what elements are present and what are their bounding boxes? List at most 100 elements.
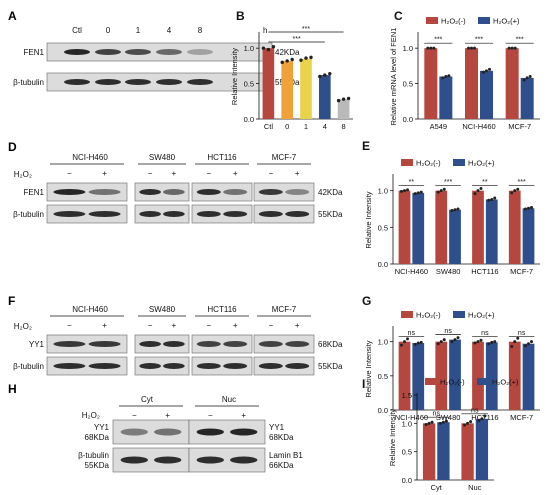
blot-f-sign: − xyxy=(206,321,211,330)
blot-d-sign: − xyxy=(268,169,273,178)
blot-d-band xyxy=(88,211,121,217)
chart-g-point xyxy=(436,342,440,346)
chart-c-legend-label: H₂O₂(-) xyxy=(441,17,466,26)
blot-f-cell-label: NCI-H460 xyxy=(72,305,108,314)
chart-g-point xyxy=(516,336,520,340)
chart-i-bar xyxy=(461,423,474,480)
chart-i-point xyxy=(427,421,431,425)
chart-c-bar xyxy=(520,77,534,119)
chart-c-bar xyxy=(464,48,478,119)
blot-h-sign: − xyxy=(208,411,213,420)
blot-f-band xyxy=(196,341,221,347)
chart-c-sig-label: *** xyxy=(475,37,483,44)
blot-f-row-label: YY1 xyxy=(29,340,45,349)
blot-d-cell-label: SW480 xyxy=(149,153,176,162)
chart-g-point xyxy=(453,338,457,342)
chart-i-point xyxy=(441,420,445,424)
chart-e-x-tick-label: NCI-H460 xyxy=(395,267,428,276)
chart-c-point xyxy=(513,46,517,50)
blot-d-sign: + xyxy=(233,169,238,178)
chart-e-sig-label: *** xyxy=(444,179,452,186)
blot-a-unit-label: h xyxy=(263,26,267,35)
panel-letter-d: D xyxy=(8,140,17,154)
chart-e-point xyxy=(476,189,480,193)
chart-i-point xyxy=(424,422,428,426)
chart-b-bar xyxy=(281,60,294,119)
chart-i-point xyxy=(438,421,442,425)
chart-g-point xyxy=(442,338,446,342)
blot-f-band xyxy=(88,363,121,369)
blot-d-band xyxy=(223,189,248,195)
chart-b-point xyxy=(290,57,294,62)
blot-f-band xyxy=(223,363,248,369)
chart-i-point xyxy=(430,420,434,424)
blot-a-band xyxy=(95,49,121,55)
chart-b-point xyxy=(346,96,351,101)
chart-e-point xyxy=(405,188,409,192)
chart-b-sig-label: *** xyxy=(293,36,301,43)
chart-c-point xyxy=(447,74,451,78)
chart-g-point xyxy=(527,342,531,346)
blot-d-band xyxy=(258,211,283,217)
blot-f-row-0 xyxy=(134,334,190,354)
chart-b-point xyxy=(304,56,308,60)
blot-d-row-0 xyxy=(191,182,253,202)
blot-d-band xyxy=(196,211,221,217)
chart-g-point xyxy=(473,341,477,345)
chart-e-bar xyxy=(522,208,535,264)
blot-d-band xyxy=(139,211,161,217)
chart-g-sig-label: ns xyxy=(408,330,416,337)
blot-a-band xyxy=(64,49,90,55)
chart-g-point xyxy=(405,337,409,341)
blot-f-size-label: 55KDa xyxy=(318,362,343,371)
chart-e-point xyxy=(510,191,514,195)
blot-h-size-label: 68KDa xyxy=(85,433,110,442)
blot-f-sign: + xyxy=(233,321,238,330)
chart-e-point xyxy=(399,189,403,193)
blot-d-band xyxy=(258,189,283,195)
blot-f-cell-label: HCT116 xyxy=(207,305,237,314)
chart-g-point xyxy=(530,340,534,344)
chart-i-point xyxy=(466,421,470,425)
chart-c-point xyxy=(469,46,473,50)
chart-e-point xyxy=(416,191,420,195)
chart-e-point xyxy=(527,206,531,210)
chart-c-point xyxy=(472,46,476,50)
chart-e-legend-swatch xyxy=(401,159,413,166)
blot-f-row-0 xyxy=(46,334,128,354)
chart-i-legend-swatch xyxy=(425,378,437,385)
chart-g-y-tick-label: 1.0 xyxy=(378,338,388,347)
chart-g-x-tick-label: MCF-7 xyxy=(510,413,533,422)
chart-b-sig-label: *** xyxy=(302,26,310,33)
chart-g-letter: G xyxy=(362,294,371,308)
blot-h-size-label: 55KDa xyxy=(85,461,110,470)
chart-g-point xyxy=(416,341,420,345)
chart-b-y-label: Relative Intensity xyxy=(230,48,239,105)
chart-e-y-tick-label: 1.0 xyxy=(378,187,388,196)
chart-g-legend-label: H₂O₂(-) xyxy=(416,311,441,320)
chart-c-point xyxy=(432,46,436,50)
chart-i-point xyxy=(480,417,484,421)
chart-g-point xyxy=(524,344,528,348)
panel-letter-a: A xyxy=(8,9,17,23)
chart-g-bar xyxy=(449,339,461,410)
blot-f-band xyxy=(163,341,185,347)
chart-b-point xyxy=(336,98,341,103)
chart-c-letter: C xyxy=(394,9,403,23)
chart-e-point xyxy=(513,189,517,193)
chart-i-sig-label: ns xyxy=(433,411,441,418)
chart-i-legend-label: H₂O₂(-) xyxy=(440,378,465,387)
chart-c-point xyxy=(444,75,448,78)
chart-i-x-tick-label: Nuc xyxy=(468,483,482,492)
chart-e-sig-label: ** xyxy=(482,179,488,186)
blot-d-row-0 xyxy=(134,182,190,202)
chart-g-bar xyxy=(508,341,521,410)
chart-c-point xyxy=(522,78,526,82)
blot-f-row-0 xyxy=(191,334,253,354)
blot-d-row-label: FEN1 xyxy=(24,188,45,197)
blot-d-band xyxy=(163,211,185,217)
chart-b-point xyxy=(341,97,346,101)
blot-f-band xyxy=(285,363,310,369)
chart-e-bar xyxy=(449,209,461,264)
blot-d-band xyxy=(53,211,86,217)
